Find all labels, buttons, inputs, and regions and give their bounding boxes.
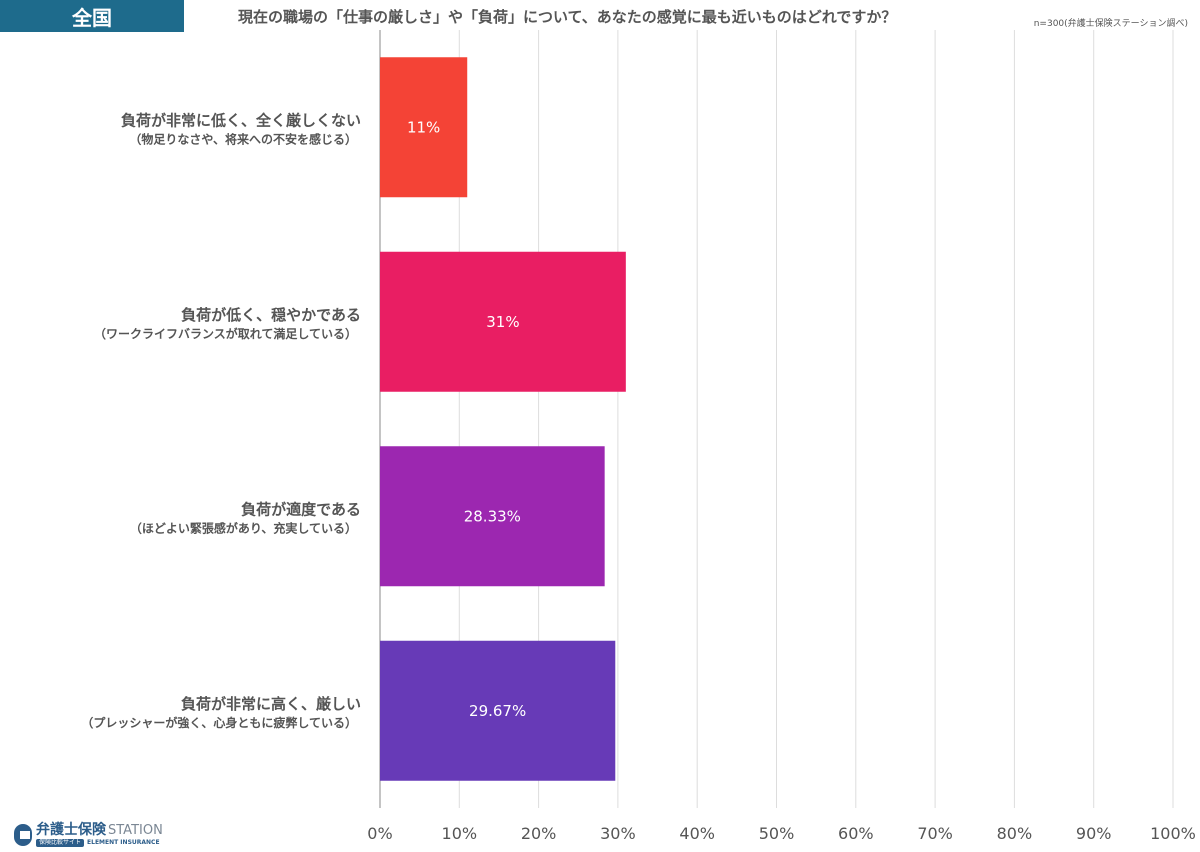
bars: 11% 31% 28.33% 29.67%: [380, 57, 626, 781]
bar: [380, 446, 605, 587]
category-label: 負荷が低く、穏やかである: [181, 306, 361, 324]
category-label: 負荷が非常に低く、全く厳しくない: [121, 111, 361, 129]
logo-station-text: STATION: [108, 823, 163, 838]
x-tick-label: 0%: [367, 824, 392, 843]
bar: [380, 57, 468, 198]
x-tick-label: 90%: [1076, 824, 1112, 843]
chart-title: 現在の職場の「仕事の厳しさ」や「負荷」について、あなたの感覚に最も近いものはどれ…: [238, 8, 897, 26]
brand-logo: 弁護士保険 STATION 保険比較サイト ELEMENT INSURANCE: [14, 822, 163, 848]
bar-value-label: 28.33%: [464, 507, 521, 525]
category-labels: 負荷が非常に低く、全く厳しくない （物足りなさや、将来への不安を感じる） 負荷が低く…: [81, 111, 361, 730]
logo-sub-en-text: ELEMENT INSURANCE: [87, 839, 160, 846]
bar-value-label: 11%: [407, 118, 440, 136]
x-tick-label: 70%: [917, 824, 953, 843]
category-sublabel: （物足りなさや、将来への不安を感じる）: [129, 131, 357, 146]
x-tick-label: 100%: [1150, 824, 1196, 843]
category-sublabel: （プレッシャーが強く、心身ともに疲弊している）: [81, 715, 357, 730]
bar: [380, 251, 626, 392]
x-tick-label: 20%: [521, 824, 557, 843]
x-tick-label: 80%: [997, 824, 1033, 843]
x-tick-label: 50%: [759, 824, 795, 843]
logo-mark-icon: [14, 824, 32, 846]
grid-lines: [379, 30, 1174, 808]
bar-value-label: 29.67%: [469, 702, 526, 720]
region-tag: 全国: [0, 0, 184, 32]
sample-note: n=300(弁護士保険ステーション調べ): [1033, 19, 1188, 29]
x-tick-label: 10%: [442, 824, 478, 843]
x-tick-label: 40%: [679, 824, 715, 843]
category-sublabel: （ほどよい緊張感があり、充実している）: [130, 520, 357, 535]
x-axis-ticks: 0% 10% 20% 30% 40% 50% 60% 70% 80% 90% 100%: [367, 824, 1196, 843]
category-label: 負荷が適度である: [241, 500, 361, 518]
category-sublabel: （ワークライフバランスが取れて満足している）: [94, 326, 357, 341]
category-label: 負荷が非常に高く、厳しい: [181, 695, 361, 713]
bar: [380, 640, 616, 781]
bar-value-label: 31%: [486, 313, 519, 331]
x-tick-label: 30%: [600, 824, 636, 843]
x-tick-label: 60%: [838, 824, 874, 843]
logo-main-text: 弁護士保険: [36, 822, 106, 838]
logo-sub-text: 保険比較サイト: [36, 839, 85, 847]
